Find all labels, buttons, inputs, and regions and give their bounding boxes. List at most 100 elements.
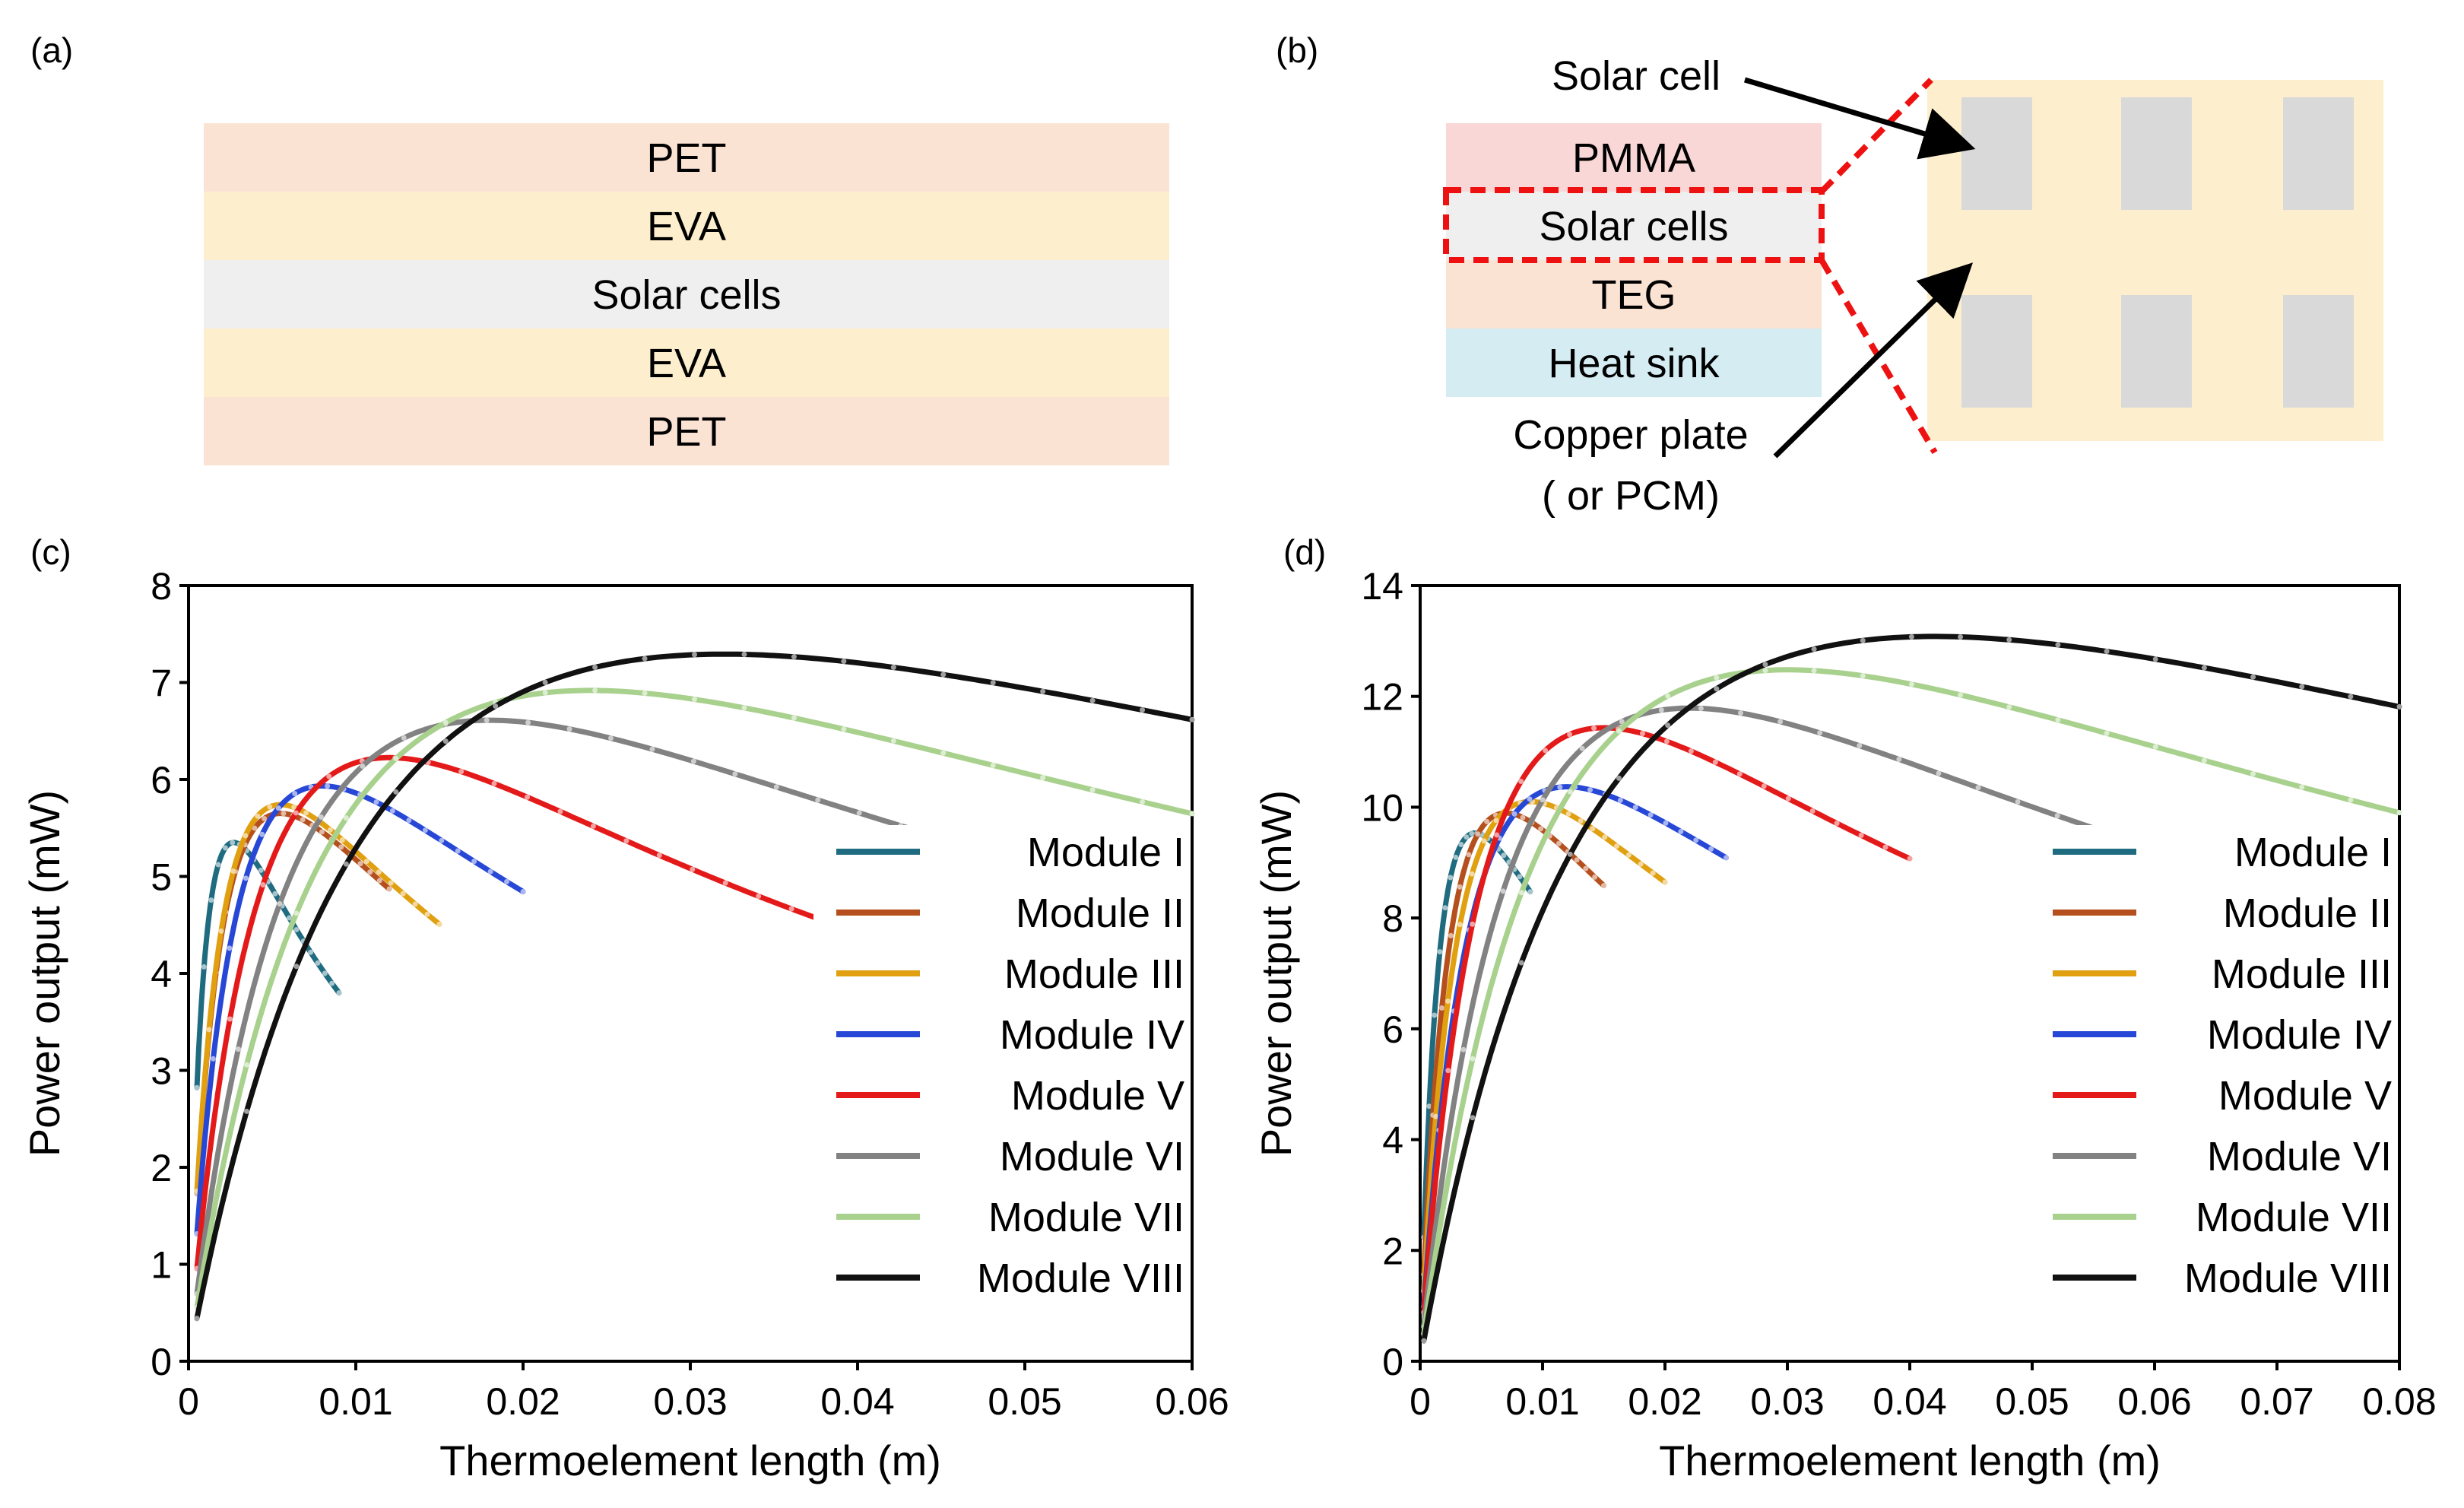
series-point bbox=[194, 1316, 200, 1322]
series-point bbox=[194, 1084, 200, 1091]
series-point bbox=[206, 1027, 212, 1033]
series-point bbox=[1712, 759, 1718, 765]
series-point bbox=[424, 911, 430, 917]
y-axis-title: Power output (mW) bbox=[21, 790, 68, 1157]
copper-plate-callout-note: ( or PCM) bbox=[1542, 473, 1720, 519]
series-point bbox=[1567, 732, 1573, 738]
series-point bbox=[2055, 717, 2061, 723]
series-point bbox=[243, 1108, 249, 1114]
series-point bbox=[471, 859, 477, 865]
series-point bbox=[1896, 757, 1902, 763]
series-point bbox=[2250, 771, 2256, 777]
series-point bbox=[1619, 719, 1625, 725]
series-point bbox=[791, 654, 797, 660]
series-point bbox=[386, 886, 392, 892]
series-point bbox=[243, 1062, 249, 1068]
series-point bbox=[1040, 775, 1046, 781]
series-point bbox=[436, 921, 442, 927]
legend-label: Module VII bbox=[2196, 1195, 2392, 1240]
series-point bbox=[592, 687, 598, 694]
series-point bbox=[1882, 844, 1888, 850]
series-point bbox=[1817, 730, 1823, 736]
x-tick-label: 0.08 bbox=[2362, 1380, 2436, 1423]
legend: Module I Module II Module III Module IV Modu… bbox=[2030, 825, 2392, 1327]
series-point bbox=[230, 840, 236, 846]
series-point bbox=[1458, 842, 1464, 848]
series-point bbox=[1470, 1056, 1476, 1062]
series-point bbox=[940, 750, 947, 756]
panel-b: (b) PMMA Solar cells TEG Heat sink Solar ce… bbox=[1276, 30, 2383, 519]
series-point bbox=[1785, 795, 1791, 802]
series-point bbox=[1433, 1113, 1439, 1119]
series-point bbox=[788, 906, 794, 912]
series-point bbox=[642, 690, 648, 696]
series-point bbox=[484, 717, 490, 723]
series-point bbox=[357, 861, 363, 867]
series-point bbox=[1557, 784, 1563, 790]
x-tick-label: 0.03 bbox=[1750, 1380, 1824, 1423]
layer-label: PET bbox=[646, 409, 726, 455]
series-point bbox=[1500, 888, 1506, 894]
layer-solar-cells bbox=[204, 260, 1169, 329]
series-point bbox=[1662, 879, 1668, 885]
series-point bbox=[2152, 656, 2158, 662]
series-point bbox=[255, 813, 261, 819]
legend-label: Module III bbox=[1004, 951, 1184, 997]
series-point bbox=[1737, 710, 1743, 716]
series-point bbox=[1527, 889, 1533, 895]
power-chart-d: 0 2 4 6 8 10 12 14 0 0.01 0.02 0.03 0.04 0.05 0.06 0.07… bbox=[1252, 565, 2437, 1484]
legend-label: Module V bbox=[2218, 1073, 2392, 1119]
series-point bbox=[267, 804, 273, 810]
series-point bbox=[1469, 871, 1475, 877]
series-point bbox=[856, 810, 862, 816]
series-point bbox=[2396, 810, 2402, 816]
series-point bbox=[1724, 855, 1729, 861]
layer-solar-cells bbox=[1446, 192, 1822, 260]
series-point bbox=[2104, 730, 2110, 736]
legend-label: Module I bbox=[2234, 830, 2392, 875]
series-point bbox=[1453, 854, 1459, 860]
series-point bbox=[815, 797, 821, 803]
series-point bbox=[1538, 826, 1544, 832]
series-point bbox=[367, 869, 373, 875]
series-point bbox=[1809, 808, 1815, 814]
series-point bbox=[1448, 932, 1454, 938]
solar-cell bbox=[2121, 295, 2192, 408]
copper-plate-arrow bbox=[1773, 262, 1973, 459]
series-point bbox=[525, 794, 530, 800]
legend: Module I Module II Module III Module IV Modu… bbox=[813, 825, 1184, 1327]
series-line-module-iv bbox=[1421, 784, 1729, 1310]
series-point bbox=[227, 1016, 233, 1022]
layer-label: Solar cells bbox=[1539, 204, 1728, 249]
series-point bbox=[442, 738, 449, 744]
layer-pet bbox=[204, 123, 1169, 192]
x-tick-label: 0.01 bbox=[319, 1380, 392, 1423]
series-point bbox=[890, 665, 896, 671]
series-point bbox=[1975, 785, 1981, 791]
series-point bbox=[406, 817, 412, 824]
series-point bbox=[376, 878, 382, 884]
layer-eva bbox=[204, 329, 1169, 397]
series-point bbox=[1040, 688, 1046, 694]
series-point bbox=[388, 880, 394, 886]
series-point bbox=[493, 703, 499, 709]
series-point bbox=[623, 838, 629, 844]
series-point bbox=[1762, 668, 1768, 674]
series-point bbox=[741, 705, 747, 711]
series-point bbox=[291, 805, 297, 811]
y-tick-label: 7 bbox=[151, 662, 172, 705]
series-point bbox=[1089, 787, 1096, 793]
series-point bbox=[1616, 728, 1622, 734]
panel-a: (a) PET EVA Solar cells EVA PET bbox=[30, 30, 1169, 465]
series-point bbox=[1555, 840, 1562, 846]
series-point bbox=[322, 970, 328, 976]
series-point bbox=[1543, 748, 1549, 754]
series-point bbox=[692, 652, 697, 658]
series-point bbox=[2006, 637, 2012, 643]
series-point bbox=[1481, 838, 1487, 844]
series-point bbox=[338, 844, 344, 850]
series-point bbox=[393, 755, 399, 761]
series-point bbox=[1858, 832, 1864, 838]
x-tick-label: 0.02 bbox=[486, 1380, 560, 1423]
series-point bbox=[1592, 874, 1598, 880]
